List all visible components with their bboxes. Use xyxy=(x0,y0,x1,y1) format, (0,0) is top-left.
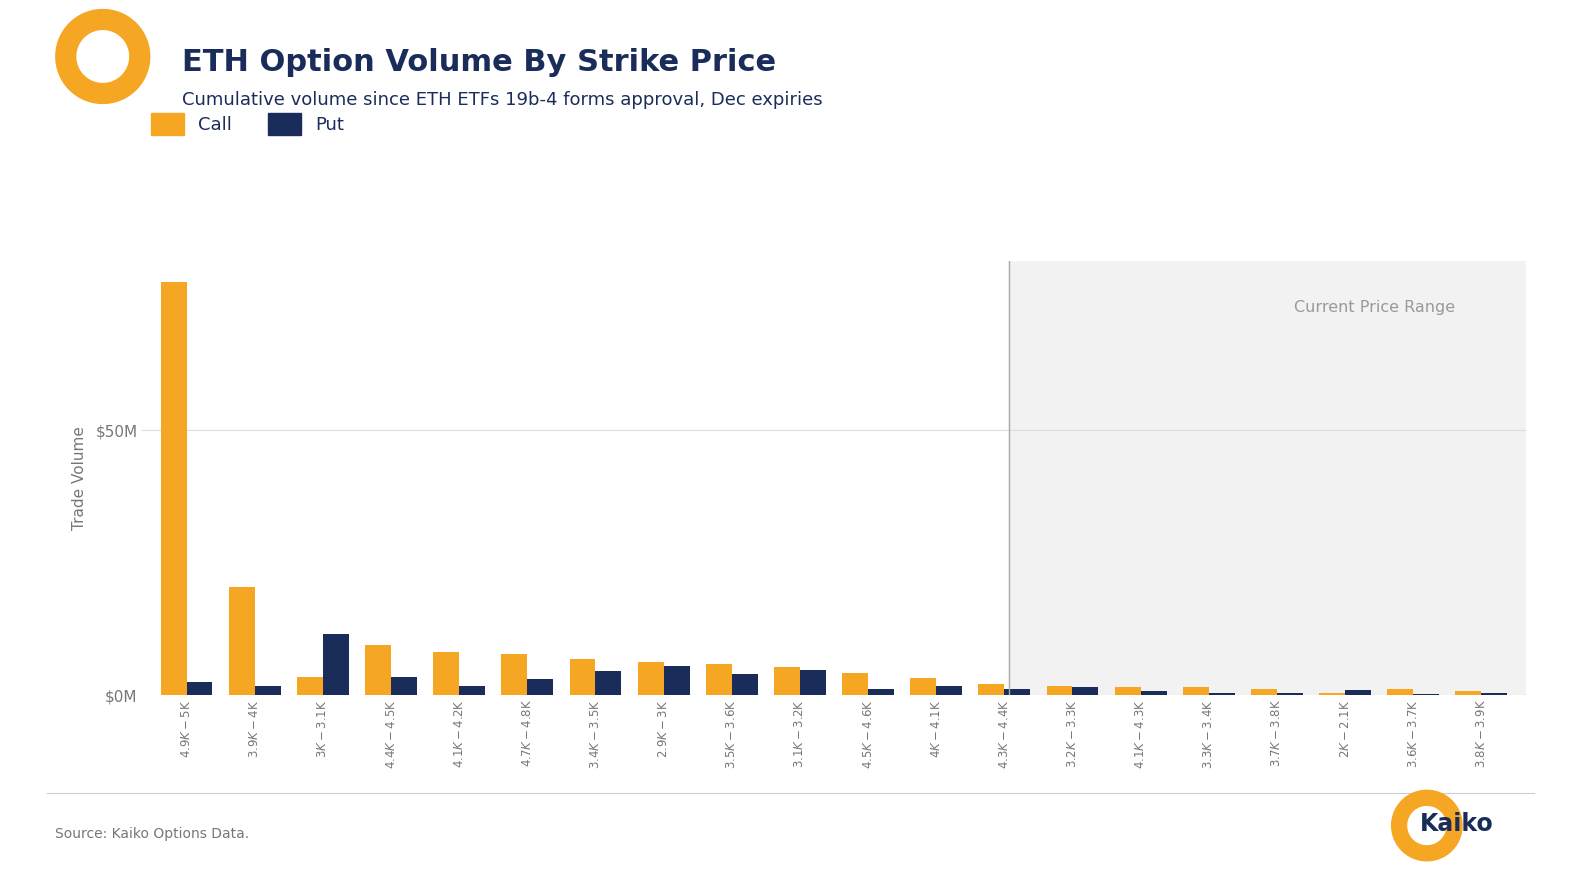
Bar xyxy=(1413,693,1439,695)
Bar xyxy=(297,677,323,695)
Text: Kaiko: Kaiko xyxy=(1420,812,1494,836)
Bar xyxy=(391,677,417,695)
Text: ETH Option Volume By Strike Price: ETH Option Volume By Strike Price xyxy=(182,48,776,76)
Bar xyxy=(936,686,963,695)
Bar xyxy=(1345,690,1371,695)
Bar xyxy=(458,686,485,695)
Text: Cumulative volume since ETH ETFs 19b-4 forms approval, Dec expiries: Cumulative volume since ETH ETFs 19b-4 f… xyxy=(182,91,822,109)
Bar xyxy=(433,652,458,695)
Bar xyxy=(1319,693,1345,695)
Bar xyxy=(161,282,187,695)
Bar xyxy=(255,686,281,695)
Bar xyxy=(596,672,621,695)
Bar xyxy=(1251,689,1277,695)
Polygon shape xyxy=(1402,800,1462,860)
Bar xyxy=(637,662,664,695)
Bar xyxy=(323,634,349,695)
Polygon shape xyxy=(55,10,136,90)
Bar xyxy=(664,666,689,695)
Bar xyxy=(187,682,212,695)
Bar xyxy=(800,670,825,695)
Y-axis label: Trade Volume: Trade Volume xyxy=(73,426,87,530)
Bar xyxy=(1072,687,1099,695)
Bar xyxy=(1009,261,1535,695)
Bar xyxy=(1140,692,1167,695)
Bar xyxy=(705,665,732,695)
Bar xyxy=(528,680,553,695)
Bar xyxy=(229,587,255,695)
Polygon shape xyxy=(1391,791,1451,851)
Bar xyxy=(979,684,1004,695)
Legend: Call, Put: Call, Put xyxy=(152,113,345,136)
Bar xyxy=(732,674,757,695)
Bar xyxy=(569,660,596,695)
Bar xyxy=(911,678,936,695)
Bar xyxy=(1481,693,1507,695)
Bar xyxy=(775,667,800,695)
Bar xyxy=(1388,689,1413,695)
Bar xyxy=(868,689,893,695)
Bar xyxy=(1209,693,1235,695)
Text: Source: Kaiko Options Data.: Source: Kaiko Options Data. xyxy=(55,827,250,841)
Bar xyxy=(1004,689,1031,695)
Bar xyxy=(1047,686,1072,695)
Bar xyxy=(1277,693,1303,695)
Text: Current Price Range: Current Price Range xyxy=(1293,300,1455,315)
Bar xyxy=(1115,687,1140,695)
Polygon shape xyxy=(70,23,150,103)
Bar xyxy=(843,673,868,695)
Bar xyxy=(1183,687,1209,695)
Bar xyxy=(365,645,391,695)
Bar xyxy=(501,653,528,695)
Bar xyxy=(1456,692,1481,695)
